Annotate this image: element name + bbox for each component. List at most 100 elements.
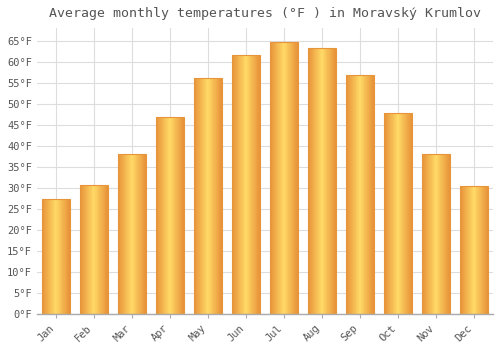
Bar: [319, 48, 320, 314]
Bar: [133, 154, 134, 314]
Bar: [397, 113, 398, 314]
Bar: [244, 55, 245, 314]
Bar: [483, 186, 484, 314]
Bar: [486, 186, 487, 314]
Bar: [468, 186, 469, 314]
Bar: [387, 113, 388, 314]
Bar: [441, 154, 442, 314]
Bar: [407, 113, 408, 314]
Bar: [446, 154, 447, 314]
Bar: [389, 113, 390, 314]
Bar: [99, 185, 100, 314]
Bar: [297, 42, 298, 314]
Bar: [104, 185, 105, 314]
Bar: [408, 113, 409, 314]
Bar: [216, 78, 217, 314]
Bar: [204, 78, 205, 314]
Bar: [173, 117, 174, 314]
Bar: [65, 199, 66, 314]
Bar: [97, 185, 98, 314]
Bar: [274, 42, 275, 314]
Bar: [333, 48, 334, 314]
Bar: [474, 186, 475, 314]
Bar: [324, 48, 325, 314]
Bar: [270, 42, 297, 314]
Bar: [206, 78, 207, 314]
Bar: [68, 199, 69, 314]
Bar: [214, 78, 215, 314]
Bar: [46, 199, 47, 314]
Bar: [63, 199, 64, 314]
Bar: [144, 154, 145, 314]
Bar: [210, 78, 211, 314]
Bar: [90, 185, 91, 314]
Bar: [449, 154, 450, 314]
Bar: [42, 199, 43, 314]
Bar: [403, 113, 404, 314]
Bar: [232, 55, 260, 314]
Bar: [208, 78, 209, 314]
Bar: [289, 42, 290, 314]
Bar: [169, 117, 170, 314]
Bar: [487, 186, 488, 314]
Bar: [240, 55, 241, 314]
Bar: [278, 42, 279, 314]
Bar: [322, 48, 323, 314]
Bar: [447, 154, 448, 314]
Bar: [140, 154, 141, 314]
Bar: [80, 185, 81, 314]
Bar: [106, 185, 107, 314]
Bar: [177, 117, 178, 314]
Bar: [92, 185, 94, 314]
Bar: [476, 186, 477, 314]
Bar: [393, 113, 394, 314]
Bar: [217, 78, 218, 314]
Bar: [353, 75, 354, 314]
Bar: [107, 185, 108, 314]
Bar: [435, 154, 436, 314]
Bar: [48, 199, 49, 314]
Bar: [334, 48, 335, 314]
Bar: [477, 186, 478, 314]
Bar: [254, 55, 255, 314]
Title: Average monthly temperatures (°F ) in Moravský Krumlov: Average monthly temperatures (°F ) in Mo…: [49, 7, 481, 20]
Bar: [443, 154, 444, 314]
Bar: [356, 75, 357, 314]
Bar: [49, 199, 50, 314]
Bar: [425, 154, 426, 314]
Bar: [365, 75, 366, 314]
Bar: [398, 113, 399, 314]
Bar: [145, 154, 146, 314]
Bar: [43, 199, 44, 314]
Bar: [158, 117, 159, 314]
Bar: [53, 199, 54, 314]
Bar: [283, 42, 284, 314]
Bar: [246, 55, 247, 314]
Bar: [409, 113, 410, 314]
Bar: [242, 55, 243, 314]
Bar: [429, 154, 430, 314]
Bar: [422, 154, 423, 314]
Bar: [362, 75, 364, 314]
Bar: [245, 55, 246, 314]
Bar: [118, 154, 146, 314]
Bar: [256, 55, 257, 314]
Bar: [422, 154, 450, 314]
Bar: [368, 75, 370, 314]
Bar: [253, 55, 254, 314]
Bar: [167, 117, 168, 314]
Bar: [181, 117, 182, 314]
Bar: [335, 48, 336, 314]
Bar: [259, 55, 260, 314]
Bar: [135, 154, 136, 314]
Bar: [461, 186, 462, 314]
Bar: [484, 186, 485, 314]
Bar: [442, 154, 443, 314]
Bar: [385, 113, 386, 314]
Bar: [80, 185, 108, 314]
Bar: [67, 199, 68, 314]
Bar: [83, 185, 84, 314]
Bar: [479, 186, 480, 314]
Bar: [180, 117, 181, 314]
Bar: [44, 199, 45, 314]
